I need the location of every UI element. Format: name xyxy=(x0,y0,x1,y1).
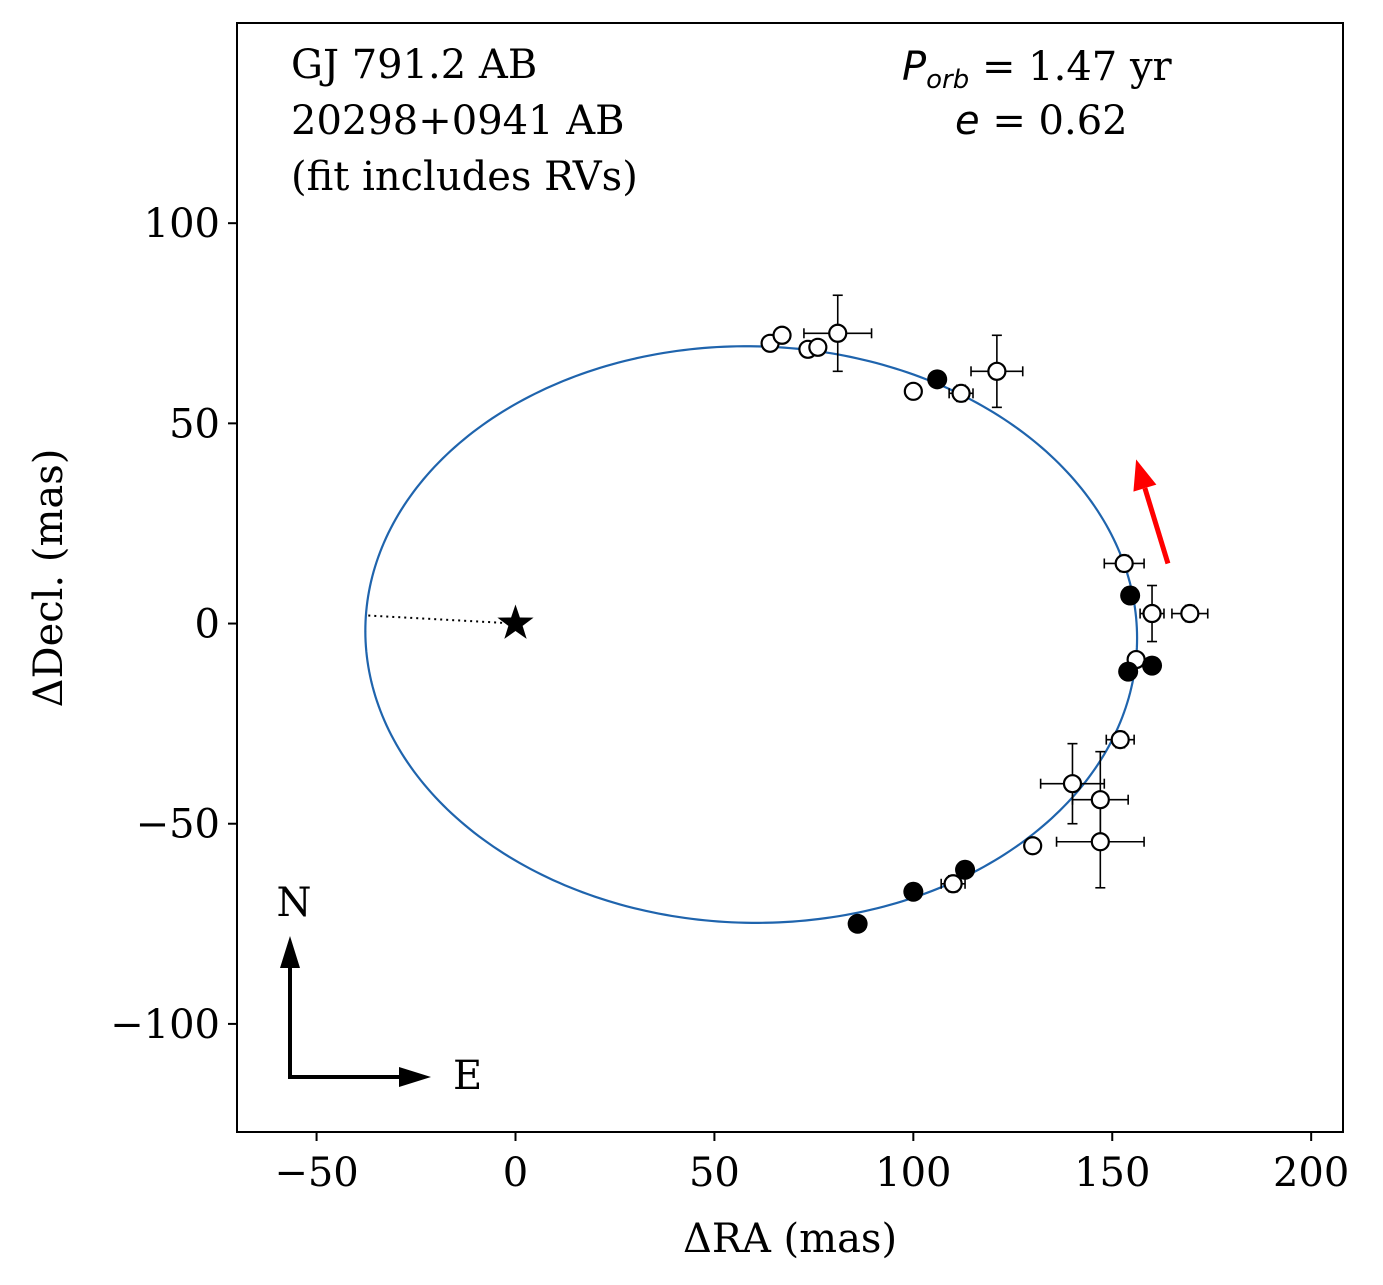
orbit-ellipse xyxy=(364,345,1139,924)
eccentricity-annotation: e = 0.62 xyxy=(955,98,1128,144)
ecc-symbol: e xyxy=(955,98,980,144)
motion-direction-arrow xyxy=(1142,487,1171,565)
orbit-layer xyxy=(364,345,1171,924)
data-point-layer xyxy=(760,323,1200,934)
title-line-2: 20298+0941 AB xyxy=(291,98,625,144)
open-data-point xyxy=(1110,730,1130,750)
title-line-3: (fit includes RVs) xyxy=(291,154,638,200)
open-data-point xyxy=(951,383,971,403)
east-label: E xyxy=(453,1053,482,1099)
y-tick-label: 100 xyxy=(144,201,220,247)
open-data-point xyxy=(1142,603,1162,624)
north-arrow-head xyxy=(280,936,300,968)
filled-data-point xyxy=(927,369,948,390)
open-data-point xyxy=(903,381,923,401)
period-value: = 1.47 yr xyxy=(969,44,1172,90)
open-data-point xyxy=(1114,553,1134,574)
x-tick-label: 0 xyxy=(503,1150,528,1196)
open-data-point xyxy=(1090,832,1110,852)
filled-data-point xyxy=(847,913,868,934)
x-tick-label: −50 xyxy=(274,1150,358,1196)
filled-data-point xyxy=(955,859,976,880)
x-axis-label: ΔRA (mas) xyxy=(683,1216,897,1262)
y-tick-label: 50 xyxy=(169,401,220,447)
open-data-point xyxy=(1180,603,1200,624)
x-tick-label: 100 xyxy=(875,1150,951,1196)
open-data-point xyxy=(1090,790,1110,810)
title-line-1: GJ 791.2 AB xyxy=(291,42,537,88)
periastron-line xyxy=(368,614,516,625)
open-data-point xyxy=(943,874,963,894)
open-data-point xyxy=(772,325,792,345)
x-tick-label: 200 xyxy=(1273,1150,1349,1196)
y-axis-label: ΔDecl. (mas) xyxy=(26,449,72,708)
compass: N E xyxy=(277,880,483,1099)
period-symbol: P xyxy=(902,44,927,90)
y-tick-label: −50 xyxy=(136,802,220,848)
open-data-point xyxy=(808,337,828,357)
north-label: N xyxy=(277,880,312,926)
filled-data-point xyxy=(1120,585,1141,606)
y-tick-label: −100 xyxy=(110,1002,220,1048)
open-data-point xyxy=(1023,836,1043,856)
filled-data-point xyxy=(903,881,924,902)
period-annotation: Porb = 1.47 yr xyxy=(902,44,1173,95)
primary-star-marker xyxy=(497,604,534,639)
motion-arrow-head xyxy=(1133,459,1157,492)
open-data-point xyxy=(1062,774,1083,794)
open-data-point xyxy=(828,323,848,343)
open-data-point xyxy=(987,361,1007,381)
tick-layer: −50 0 50 100 150 200 −100 −50 0 50 100 xyxy=(110,201,1349,1196)
x-tick-label: 50 xyxy=(689,1150,740,1196)
filled-data-point xyxy=(1142,655,1163,676)
ecc-value: = 0.62 xyxy=(980,98,1128,144)
axes-frame xyxy=(236,22,1344,1133)
east-arrow-head xyxy=(399,1067,431,1087)
y-tick-label: 0 xyxy=(195,602,220,648)
x-tick-label: 150 xyxy=(1074,1150,1150,1196)
error-bar-layer xyxy=(803,294,1209,893)
filled-data-point xyxy=(1118,661,1139,682)
period-subscript: orb xyxy=(926,65,969,95)
